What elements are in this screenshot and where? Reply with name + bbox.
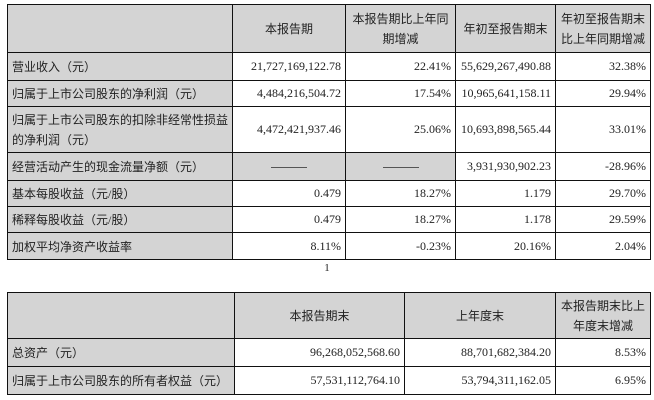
current-value: 8.11% [232, 232, 346, 260]
period-end-value: 96,268,052,568.60 [234, 338, 405, 367]
ytd-change-value: 33.01% [555, 106, 651, 153]
current-value: 4,484,216,504.72 [232, 80, 346, 107]
row-label: 营业收入（元） [7, 52, 233, 81]
row-label: 加权平均净资产收益率 [7, 232, 233, 260]
row-label: 基本每股收益（元/股） [7, 180, 233, 207]
ytd-value: 10,693,898,565.44 [455, 106, 556, 153]
table-row: 基本每股收益（元/股） 0.479 18.27% 1.179 29.70% [7, 180, 651, 207]
ytd-value: 10,965,641,158.11 [455, 80, 556, 107]
current-change-value: 18.27% [345, 180, 456, 207]
header-ytd: 年初至报告期末 [455, 4, 556, 53]
row-label: 归属于上市公司股东的净利润（元） [7, 80, 233, 107]
current-value: 0.479 [232, 206, 346, 233]
not-applicable-cell [232, 152, 346, 181]
current-change-value: 17.54% [345, 80, 456, 107]
table-row: 归属于上市公司股东的扣除非经常性损益的净利润（元） 4,472,421,937.… [7, 106, 651, 153]
ytd-change-value: -28.96% [555, 152, 651, 181]
row-label: 稀释每股收益（元/股） [7, 206, 233, 233]
table-row: 加权平均净资产收益率 8.11% -0.23% 20.16% 2.04% [7, 232, 651, 260]
header-blank [7, 4, 233, 53]
table-row: 稀释每股收益（元/股） 0.479 18.27% 1.178 29.59% [7, 206, 651, 233]
change-value: 8.53% [555, 338, 651, 367]
current-value: 4,472,421,937.46 [232, 106, 346, 153]
change-value: 6.95% [555, 366, 651, 395]
header-prior-year-end: 上年度末 [404, 292, 556, 339]
table-row: 总资产（元） 96,268,052,568.60 88,701,682,384.… [7, 338, 651, 367]
ytd-value: 1.179 [455, 180, 556, 207]
ytd-change-value: 29.70% [555, 180, 651, 207]
ytd-value: 1.178 [455, 206, 556, 233]
header-ytd-change: 年初至报告期末比上年同期增减 [555, 4, 651, 53]
ytd-change-value: 32.38% [555, 52, 651, 81]
header-blank [7, 292, 235, 339]
ytd-value: 55,629,267,490.88 [455, 52, 556, 81]
current-change-value: 18.27% [345, 206, 456, 233]
table-header-row: 本报告期 本报告期比上年同期增减 年初至报告期末 年初至报告期末比上年同期增减 [7, 4, 651, 53]
current-value: 0.479 [232, 180, 346, 207]
period-end-value: 57,531,112,764.10 [234, 366, 405, 395]
table-row: 归属于上市公司股东的净利润（元） 4,484,216,504.72 17.54%… [7, 80, 651, 107]
ytd-value: 3,931,930,902.23 [455, 152, 556, 181]
quarterly-financial-table: 本报告期 本报告期比上年同期增减 年初至报告期末 年初至报告期末比上年同期增减 … [7, 4, 651, 260]
header-current-change: 本报告期比上年同期增减 [345, 4, 456, 53]
prior-year-end-value: 53,794,311,162.05 [404, 366, 556, 395]
current-value: 21,727,169,122.78 [232, 52, 346, 81]
not-applicable-cell [345, 152, 456, 181]
header-change: 本报告期末比上年度末增减 [555, 292, 651, 339]
header-period-end: 本报告期末 [234, 292, 405, 339]
ytd-change-value: 29.59% [555, 206, 651, 233]
row-label: 总资产（元） [7, 338, 235, 367]
ytd-change-value: 29.94% [555, 80, 651, 107]
table-row: 归属于上市公司股东的所有者权益（元） 57,531,112,764.10 53,… [7, 366, 651, 395]
dash-icon [382, 166, 419, 168]
row-label: 归属于上市公司股东的所有者权益（元） [7, 366, 235, 395]
prior-year-end-value: 88,701,682,384.20 [404, 338, 556, 367]
header-current-period: 本报告期 [232, 4, 346, 53]
current-change-value: 25.06% [345, 106, 456, 153]
current-change-value: 22.41% [345, 52, 456, 81]
row-label: 归属于上市公司股东的扣除非经常性损益的净利润（元） [7, 106, 233, 153]
table-header-row: 本报告期末 上年度末 本报告期末比上年度末增减 [7, 292, 651, 339]
row-label: 经营活动产生的现金流量净额（元） [7, 152, 233, 181]
dash-icon [271, 166, 307, 168]
ytd-change-value: 2.04% [555, 232, 651, 260]
table-row: 营业收入（元） 21,727,169,122.78 22.41% 55,629,… [7, 52, 651, 81]
balance-sheet-table: 本报告期末 上年度末 本报告期末比上年度末增减 总资产（元） 96,268,05… [7, 292, 651, 395]
table-row: 经营活动产生的现金流量净额（元） 3,931,930,902.23 -28.96… [7, 152, 651, 181]
current-change-value: -0.23% [345, 232, 456, 260]
ytd-value: 20.16% [455, 232, 556, 260]
page-number: 1 [324, 262, 330, 274]
